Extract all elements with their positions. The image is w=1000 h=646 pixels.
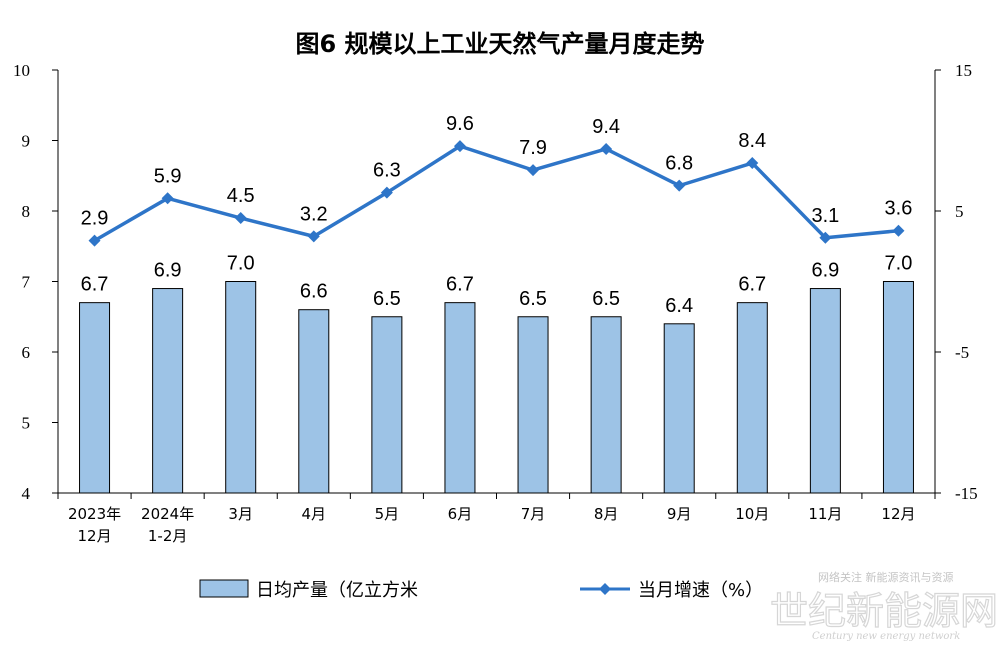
watermark-top-text: 网络关注 新能源资讯与资源 [818,570,954,584]
bar-value-label: 6.5 [373,288,401,310]
line-point [234,212,247,225]
line-point [600,142,613,155]
left-tick-label: 4 [22,484,31,503]
x-category-label: 4月 [302,505,327,523]
bar [298,309,330,494]
bar-value-label: 7.0 [227,253,255,275]
left-tick-label: 7 [22,273,31,292]
line-series [88,140,905,247]
x-category-label: 10月 [735,505,769,523]
line-value-label: 8.4 [738,130,766,152]
watermark-main-text: 世纪新能源网 [770,589,998,633]
line-point [819,231,832,244]
bar [663,323,695,494]
bar-data-labels: 6.7 6.9 7.0 6.6 6.5 6.7 6.5 6.5 6.4 6.7 6.9 7.0 [81,253,913,317]
axes [57,70,936,494]
line-point [88,234,101,247]
right-tick-label: 15 [955,61,972,80]
bar-value-label: 6.9 [811,260,839,282]
line-value-label: 3.6 [885,198,913,220]
line-value-label: 3.1 [811,205,839,227]
x-category-label: 3月 [228,505,253,523]
bar [517,316,549,494]
chart-title: 图6 规模以上工业天然气产量月度走势 [295,30,704,58]
x-category-label: 12月 [881,505,915,523]
growth-line [93,144,899,243]
line-point [307,230,320,243]
right-tick-label: -15 [955,484,978,503]
bar-value-label: 6.4 [665,295,693,317]
line-point [380,186,393,199]
left-tick-label: 5 [22,414,31,433]
line-value-label: 4.5 [227,185,255,207]
bar-value-label: 6.7 [738,274,766,296]
line-value-label: 2.9 [81,208,109,230]
line-value-label: 3.2 [300,203,328,225]
bar-value-label: 6.6 [300,281,328,303]
line-point [161,192,174,205]
bar [882,281,914,494]
x-category-label: 5月 [375,505,400,523]
line-value-label: 9.6 [446,113,474,135]
line-value-label: 6.8 [665,153,693,175]
line-value-label: 7.9 [519,137,547,159]
legend-line-label: 当月增速（%） [638,580,763,601]
x-category-label: 7月 [521,505,546,523]
bar-value-label: 6.7 [81,274,109,296]
bar-value-label: 6.5 [519,288,547,310]
x-category-label: 6月 [448,505,473,523]
legend-bar-swatch [199,579,249,598]
right-tick-label: 5 [955,202,964,221]
legend: 日均产量（亿立方米 当月增速（%） [199,579,763,601]
line-point [746,157,759,170]
legend-bar-label: 日均产量（亿立方米 [256,580,418,601]
left-tick-label: 10 [13,61,30,80]
line-value-label: 9.4 [592,116,620,138]
watermark: 网络关注 新能源资讯与资源 世纪新能源网 Century new energy … [769,570,998,642]
bar [371,316,403,494]
right-axis-ticks: -15 -5 5 15 [935,61,978,503]
line-value-label: 6.3 [373,160,401,182]
line-point [892,224,905,237]
bar-series [79,281,914,494]
line-point [673,179,686,192]
bar [225,281,257,494]
line-value-label: 5.9 [154,165,182,187]
bar-value-label: 6.5 [592,288,620,310]
left-axis-ticks: 4 5 6 7 8 9 10 [13,61,58,503]
x-category-label: 2023年 12月 [68,505,121,545]
bar [590,316,622,494]
legend-line-marker-icon [599,583,611,595]
line-data-labels: 2.9 5.9 4.5 3.2 6.3 9.6 7.9 9.4 6.8 8.4 3.1 3.6 [81,113,913,229]
line-point [453,140,466,153]
left-tick-label: 8 [22,202,31,221]
bar [809,288,841,494]
left-tick-label: 6 [22,343,31,362]
line-point [527,164,540,177]
bar-value-label: 6.7 [446,274,474,296]
left-tick-label: 9 [22,132,31,151]
x-category-label: 9月 [667,505,692,523]
bar [444,302,476,494]
x-axis-labels: 2023年 12月 2024年 1-2月 3月 4月 5月 6月 7月 8月 9月 10月 11月 12月 [57,493,936,545]
x-category-label: 8月 [594,505,619,523]
right-tick-label: -5 [955,343,969,362]
bar [152,288,184,494]
bar [79,302,111,494]
watermark-en-text: Century new energy network [812,631,960,642]
bar [736,302,768,494]
bar-value-label: 7.0 [885,253,913,275]
bar-value-label: 6.9 [154,260,182,282]
x-category-label: 2024年 1-2月 [141,505,194,545]
x-category-label: 11月 [808,505,842,523]
